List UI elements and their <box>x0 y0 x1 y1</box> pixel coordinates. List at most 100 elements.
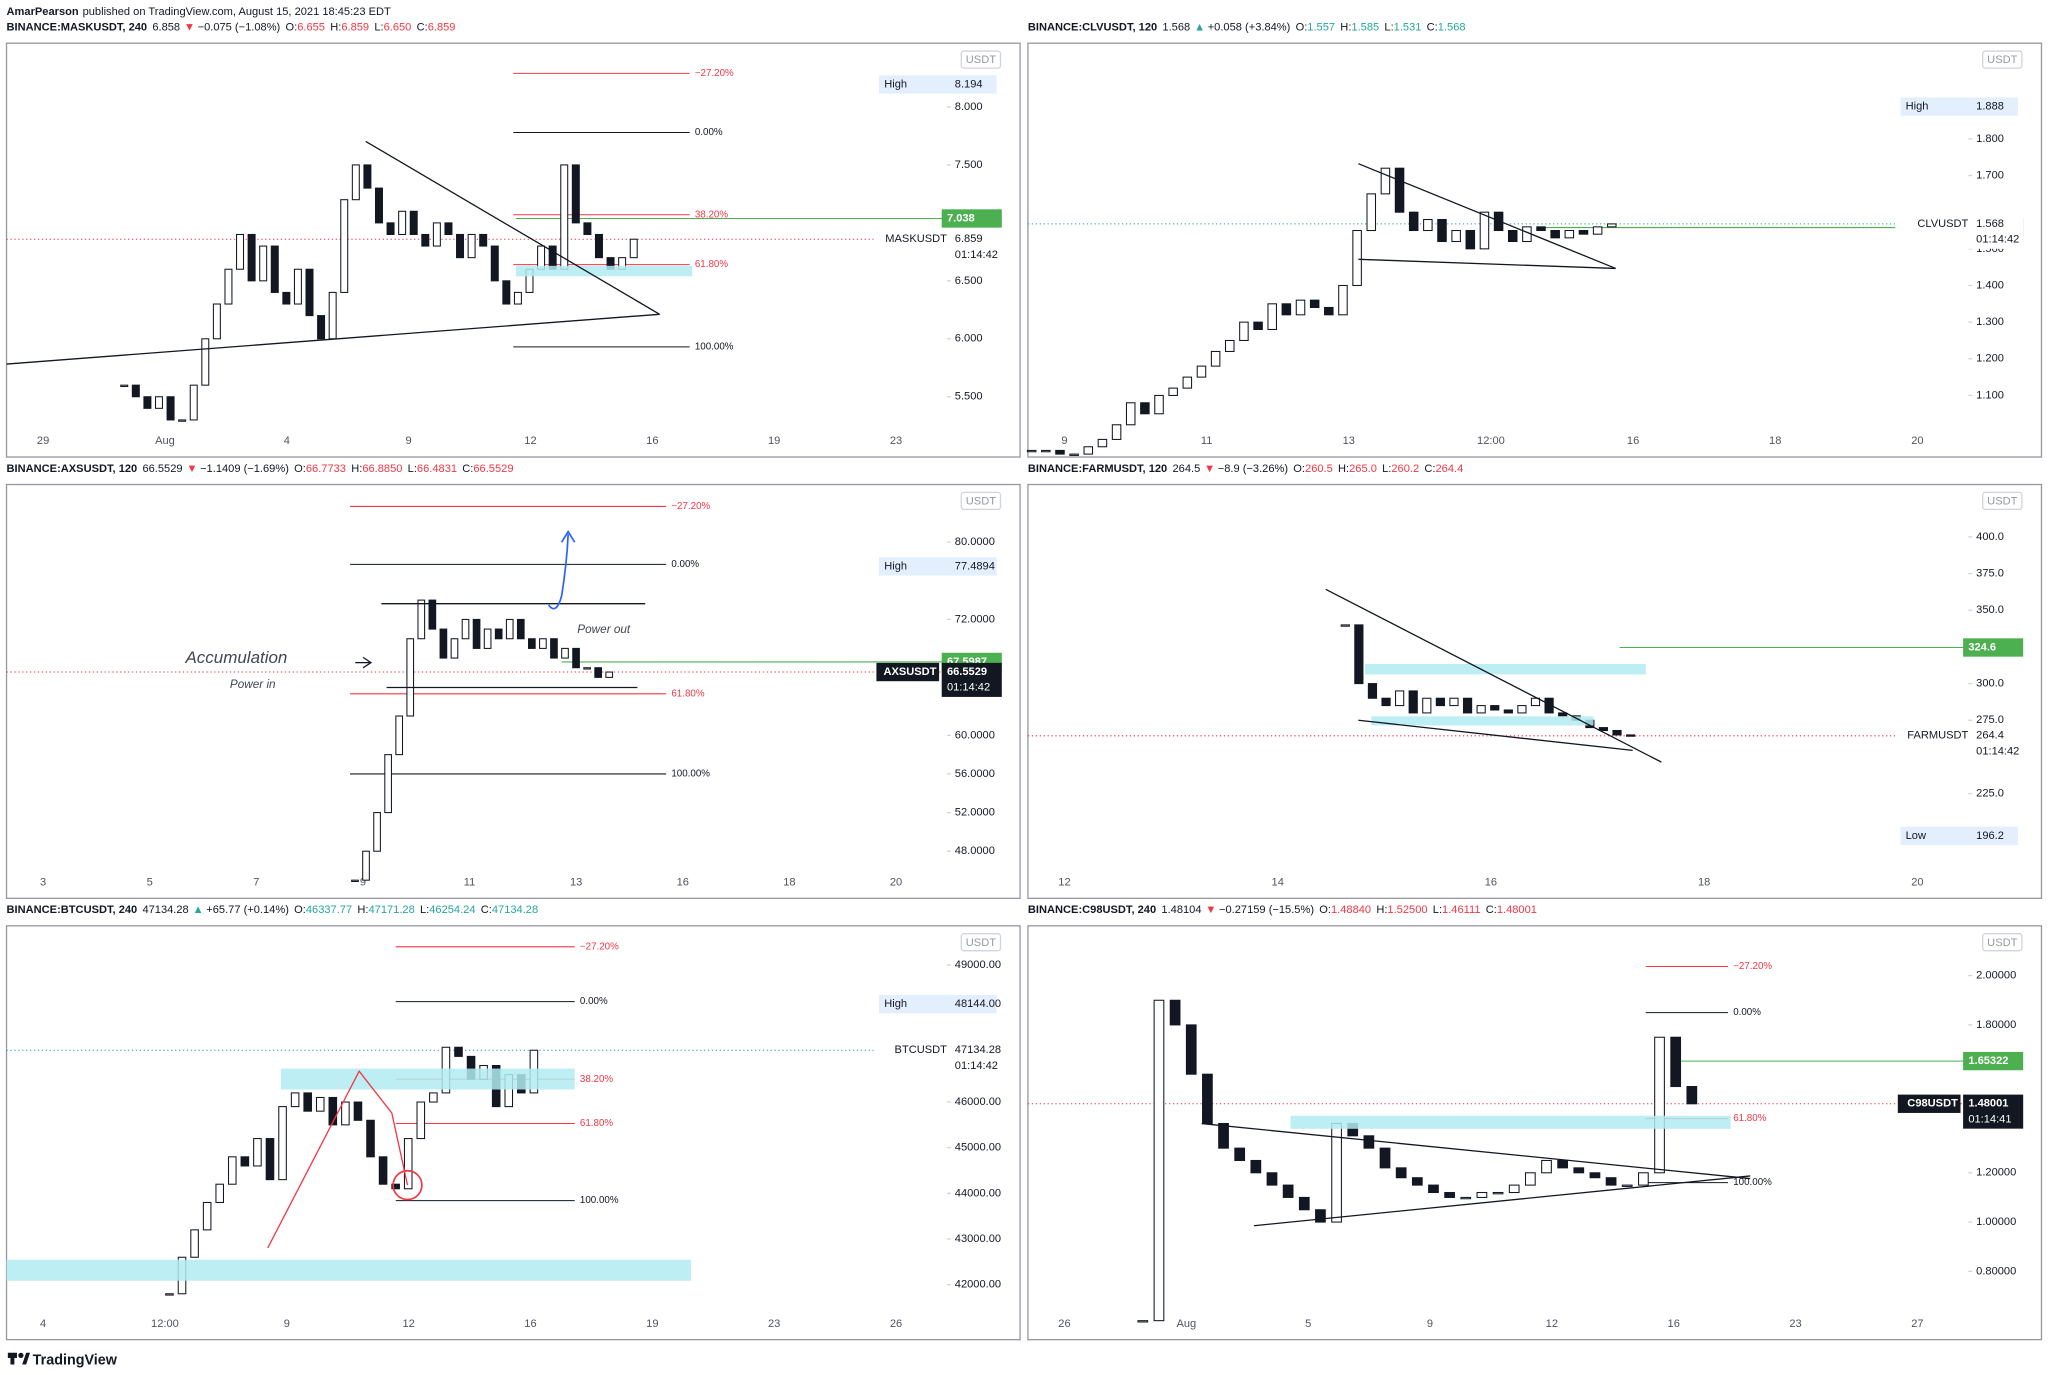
x-tick-label: 18 <box>783 877 795 889</box>
fib-label: −27.20% <box>695 68 734 79</box>
candle <box>328 291 337 340</box>
symbol-title: BINANCE:C98USDT, 240 <box>1028 904 1156 916</box>
fib-label: −27.20% <box>671 501 710 512</box>
chart-panel <box>1027 483 2043 899</box>
candle <box>1366 193 1377 232</box>
y-tick-label: 43000.00 <box>955 1233 1001 1245</box>
candle <box>1589 1172 1601 1179</box>
x-tick-label: 11 <box>464 877 476 889</box>
last-price-value: 264.4 <box>1976 730 2004 742</box>
candle <box>1363 1135 1375 1149</box>
ohlc-value: 1.531 <box>1394 21 1422 33</box>
x-tick-label: 9 <box>1061 435 1067 447</box>
x-tick-label: 16 <box>646 435 658 447</box>
last-price-value: 1.568 <box>1976 218 2004 230</box>
change-arrow: ▼ <box>186 463 197 475</box>
candle <box>416 1101 426 1140</box>
ohlc-value: 1.46111 <box>1442 904 1480 916</box>
candle <box>1536 226 1546 232</box>
candle <box>1185 1024 1197 1075</box>
last-price-value: 1.48001 <box>1968 1098 2008 1110</box>
candle <box>293 268 302 305</box>
countdown: 01:14:42 <box>955 1060 998 1072</box>
candle <box>1607 223 1617 228</box>
candle <box>1340 624 1350 627</box>
candle <box>1638 1172 1649 1186</box>
candle <box>1154 394 1164 415</box>
x-tick-label: 27 <box>1911 1318 1923 1330</box>
x-tick-label: 16 <box>1485 877 1497 889</box>
candle <box>341 1101 350 1126</box>
extreme-value: 196.2 <box>1976 830 2004 842</box>
change-arrow: ▲ <box>1194 21 1205 33</box>
extreme-tag <box>1900 97 2018 116</box>
candle <box>1492 1191 1504 1195</box>
ohlc-value: 46337.77 <box>306 904 352 916</box>
y-tick-label: 400.0 <box>1976 531 2004 543</box>
countdown: 01:14:41 <box>1968 1113 2011 1125</box>
ohlc-value: 1.52500 <box>1387 904 1427 916</box>
change: −1.1409 (−1.69%) <box>200 463 289 475</box>
level-tag <box>1963 638 2024 657</box>
currency: USDT <box>1987 54 2017 66</box>
symbol-label: BTCUSDT <box>895 1044 948 1056</box>
candle <box>513 291 522 305</box>
candle <box>421 233 430 247</box>
ohlc-value: 66.4831 <box>417 463 457 475</box>
candle <box>224 268 233 305</box>
candle <box>583 667 591 670</box>
change-arrow: ▼ <box>1204 463 1215 475</box>
chart-legend: BINANCE:CLVUSDT, 120 1.568 ▲ +0.058 (+3.84%… <box>1028 21 1466 33</box>
currency-box <box>960 933 1002 952</box>
y-tick-label: 375.0 <box>1976 567 2004 579</box>
ohlc-label: O: <box>1293 463 1305 475</box>
last-price-tag <box>1963 1094 2024 1129</box>
candle <box>1315 1209 1326 1223</box>
change: −8.9 (−3.26%) <box>1218 463 1289 475</box>
candle <box>605 671 614 678</box>
chart-legend: BINANCE:AXSUSDT, 120 66.5529 ▼ −1.1409 (−1.… <box>7 463 514 475</box>
candle <box>417 599 426 640</box>
y-tick-label: 350.0 <box>1976 604 2004 616</box>
y-tick-label: 56.0000 <box>955 768 995 780</box>
change-arrow: ▲ <box>193 904 204 916</box>
candle <box>1026 449 1037 453</box>
ohlc-value: 260.5 <box>1305 463 1333 475</box>
candle <box>212 303 221 340</box>
ohlc-value: 66.5529 <box>473 463 513 475</box>
y-tick-label: 52.0000 <box>955 807 995 819</box>
y-tick-label: 1.00000 <box>1976 1216 2016 1228</box>
x-tick-label: 18 <box>1769 435 1781 447</box>
fib-label: 61.80% <box>1733 1113 1766 1124</box>
symbol-label: AXSUSDT <box>883 666 936 678</box>
candle <box>362 850 370 881</box>
symbol-tag <box>1897 1094 1961 1113</box>
zone <box>1364 663 1646 675</box>
annotation: Accumulation <box>184 648 287 667</box>
y-tick-label: 1.20000 <box>1976 1167 2016 1179</box>
currency: USDT <box>1987 495 2017 507</box>
candle <box>290 1092 300 1108</box>
candle <box>351 879 359 883</box>
x-tick-label: 12 <box>1546 1318 1558 1330</box>
candle <box>384 754 392 814</box>
candle <box>1408 211 1419 232</box>
x-tick-label: 16 <box>1668 1318 1680 1330</box>
countdown: 01:14:42 <box>947 682 990 694</box>
candle <box>315 1096 325 1112</box>
candle <box>240 1156 250 1167</box>
candle <box>1612 729 1622 736</box>
candle <box>1503 709 1513 714</box>
x-tick-label: 20 <box>1911 877 1923 889</box>
candle <box>395 715 404 756</box>
y-tick-label: 300.0 <box>1976 678 2004 690</box>
symbol-title: BINANCE:BTCUSDT, 240 <box>7 904 138 916</box>
candle <box>528 638 536 649</box>
candle <box>1422 697 1432 714</box>
ohlc-value: 6.859 <box>341 21 369 33</box>
candle <box>1686 1086 1698 1105</box>
x-tick-label: 19 <box>646 1318 658 1330</box>
candle <box>305 268 314 317</box>
candle <box>456 233 465 259</box>
